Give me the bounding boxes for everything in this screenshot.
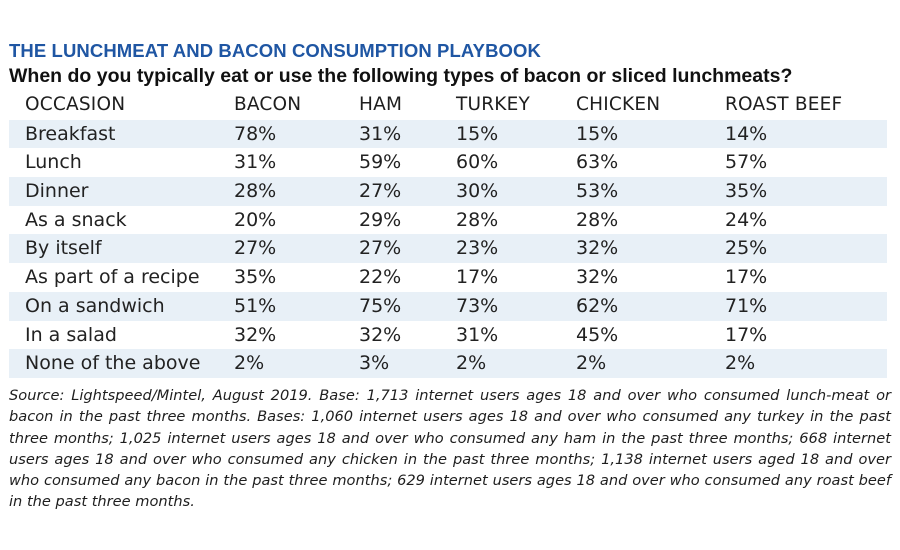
occasion-label: Lunch bbox=[25, 151, 82, 174]
value-cell-turkey: 30% bbox=[456, 180, 499, 203]
value-cell-ham: 27% bbox=[359, 237, 402, 260]
value-cell-chicken: 15% bbox=[576, 122, 619, 145]
occasion-label: As a snack bbox=[25, 208, 127, 231]
value-cell-turkey: 17% bbox=[456, 266, 499, 289]
occasion-label: By itself bbox=[25, 237, 102, 260]
column-header-ham: HAM bbox=[359, 94, 403, 115]
value-cell-roast-beef: 24% bbox=[725, 208, 768, 231]
table-body: Breakfast 78% 31% 15% 15% 14% Lunch 31% 59% 60% 63… bbox=[9, 119, 887, 378]
occasion-label: As part of a recipe bbox=[25, 266, 200, 289]
table-row: Dinner 28% 27% 30% 53% 35% bbox=[9, 177, 887, 206]
value-cell-roast-beef: 2% bbox=[725, 352, 756, 375]
value-cell-bacon: 35% bbox=[234, 266, 277, 289]
value-cell-ham: 3% bbox=[359, 352, 390, 375]
value-cell-ham: 27% bbox=[359, 180, 402, 203]
value-cell-bacon: 20% bbox=[234, 208, 277, 231]
column-header-bacon: BACON bbox=[234, 94, 302, 115]
value-cell-bacon: 2% bbox=[234, 352, 265, 375]
chart-title: THE LUNCHMEAT AND BACON CONSUMPTION PLAY… bbox=[9, 40, 541, 61]
table-row: None of the above 2% 3% 2% 2% 2% bbox=[9, 349, 887, 378]
value-cell-ham: 75% bbox=[359, 294, 402, 317]
value-cell-turkey: 28% bbox=[456, 208, 499, 231]
value-cell-turkey: 73% bbox=[456, 294, 499, 317]
value-cell-ham: 59% bbox=[359, 151, 402, 174]
value-cell-chicken: 32% bbox=[576, 266, 619, 289]
value-cell-ham: 22% bbox=[359, 266, 402, 289]
table-row: Breakfast 78% 31% 15% 15% 14% bbox=[9, 119, 887, 149]
value-cell-chicken: 32% bbox=[576, 237, 619, 260]
value-cell-bacon: 28% bbox=[234, 180, 277, 203]
value-cell-roast-beef: 17% bbox=[725, 266, 768, 289]
value-cell-turkey: 60% bbox=[456, 151, 499, 174]
value-cell-chicken: 62% bbox=[576, 294, 619, 317]
occasion-label: In a salad bbox=[25, 323, 117, 346]
value-cell-turkey: 15% bbox=[456, 122, 499, 145]
occasion-label: On a sandwich bbox=[25, 294, 165, 317]
chart-subtitle: When do you typically eat or use the fol… bbox=[9, 65, 793, 87]
value-cell-turkey: 2% bbox=[456, 352, 487, 375]
column-header-occasion: OCCASION bbox=[25, 94, 126, 115]
value-cell-turkey: 31% bbox=[456, 323, 499, 346]
occasion-label: None of the above bbox=[25, 352, 201, 375]
value-cell-bacon: 27% bbox=[234, 237, 277, 260]
column-header-chicken: CHICKEN bbox=[576, 94, 661, 115]
table-row: As part of a recipe 35% 22% 17% 32% 17% bbox=[9, 263, 887, 292]
value-cell-roast-beef: 57% bbox=[725, 151, 768, 174]
value-cell-chicken: 53% bbox=[576, 180, 619, 203]
value-cell-chicken: 2% bbox=[576, 352, 607, 375]
source-note: Source: Lightspeed/Mintel, August 2019. … bbox=[9, 387, 891, 511]
value-cell-bacon: 31% bbox=[234, 151, 277, 174]
value-cell-roast-beef: 71% bbox=[725, 294, 768, 317]
consumption-table: OCCASION BACON HAM TURKEY CHICKEN ROAST BEEF … bbox=[9, 91, 887, 378]
table-row: In a salad 32% 32% 31% 45% 17% bbox=[9, 321, 887, 350]
value-cell-ham: 29% bbox=[359, 208, 402, 231]
value-cell-chicken: 45% bbox=[576, 323, 619, 346]
value-cell-bacon: 78% bbox=[234, 122, 277, 145]
value-cell-bacon: 51% bbox=[234, 294, 277, 317]
value-cell-chicken: 63% bbox=[576, 151, 619, 174]
value-cell-turkey: 23% bbox=[456, 237, 499, 260]
value-cell-roast-beef: 35% bbox=[725, 180, 768, 203]
column-header-turkey: TURKEY bbox=[456, 94, 531, 115]
value-cell-roast-beef: 17% bbox=[725, 323, 768, 346]
occasion-label: Breakfast bbox=[25, 122, 116, 145]
value-cell-roast-beef: 25% bbox=[725, 237, 768, 260]
table-row: By itself 27% 27% 23% 32% 25% bbox=[9, 234, 887, 264]
table-header-row: OCCASION BACON HAM TURKEY CHICKEN ROAST BEEF bbox=[9, 91, 887, 120]
value-cell-chicken: 28% bbox=[576, 208, 619, 231]
value-cell-ham: 32% bbox=[359, 323, 402, 346]
table-row: On a sandwich 51% 75% 73% 62% 71% bbox=[9, 291, 887, 321]
table-row: Lunch 31% 59% 60% 63% 57% bbox=[9, 148, 887, 177]
value-cell-roast-beef: 14% bbox=[725, 122, 768, 145]
column-header-roast-beef: ROAST BEEF bbox=[725, 94, 843, 115]
value-cell-bacon: 32% bbox=[234, 323, 277, 346]
occasion-label: Dinner bbox=[25, 180, 89, 203]
value-cell-ham: 31% bbox=[359, 122, 402, 145]
table-row: As a snack 20% 29% 28% 28% 24% bbox=[9, 206, 887, 235]
